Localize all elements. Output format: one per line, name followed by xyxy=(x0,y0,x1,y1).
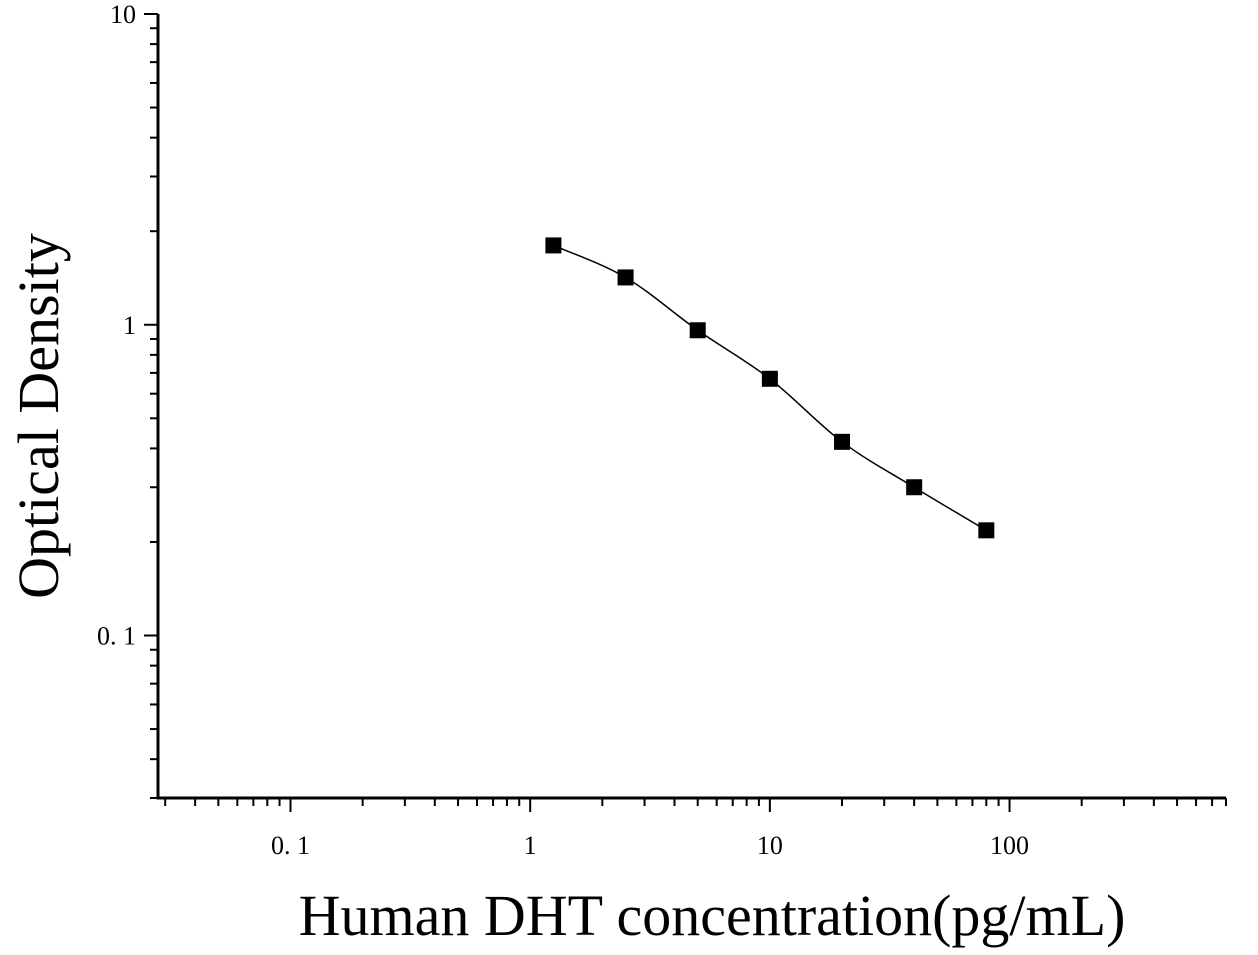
data-points xyxy=(545,237,995,539)
y-axis-tick-labels: 0. 1 1 10 xyxy=(97,0,136,651)
data-point-marker xyxy=(761,370,778,387)
data-point-marker xyxy=(689,322,706,339)
data-point-marker xyxy=(617,269,634,286)
x-tick-label: 10 xyxy=(757,831,783,860)
x-axis-title: Human DHT concentration(pg/mL) xyxy=(299,883,1126,948)
data-point-marker xyxy=(545,237,562,254)
y-axis-title: Optical Density xyxy=(6,233,71,599)
y-tick-label: 1 xyxy=(123,311,136,340)
x-tick-label: 100 xyxy=(990,831,1029,860)
y-tick-label: 0. 1 xyxy=(97,622,136,651)
x-tick-label: 0. 1 xyxy=(271,831,310,860)
data-point-marker xyxy=(834,433,851,450)
x-tick-label: 1 xyxy=(524,831,537,860)
y-axis-major-ticks xyxy=(144,13,158,637)
y-tick-label: 10 xyxy=(110,0,136,29)
data-point-marker xyxy=(978,522,995,539)
x-axis-tick-labels: 0. 1 1 10 100 xyxy=(271,831,1029,860)
x-axis-major-ticks xyxy=(289,798,1011,812)
data-point-marker xyxy=(906,479,923,496)
